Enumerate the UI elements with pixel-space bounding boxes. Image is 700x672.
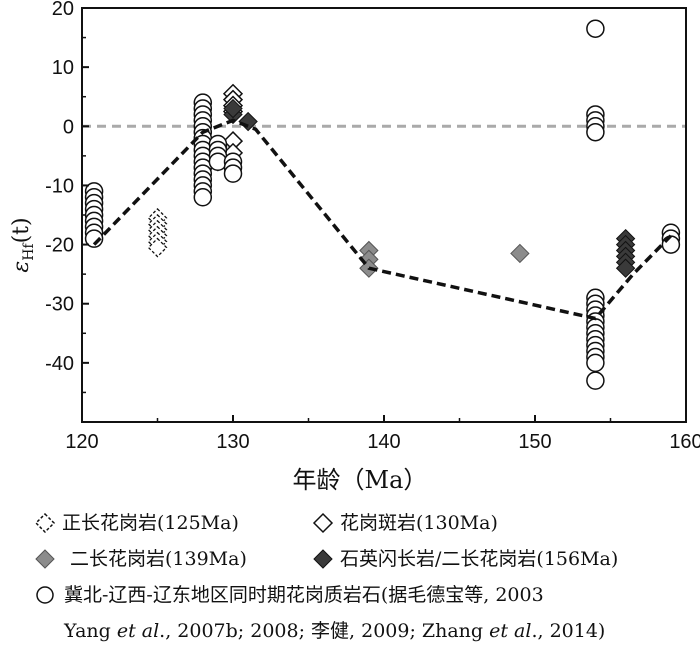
- note-part-a: Yang: [64, 620, 117, 642]
- legend-label-monzogranite: 二长花岗岩(139Ma): [70, 548, 247, 570]
- y-axis-label-sub: Hf: [21, 242, 37, 261]
- y-axis-label-suffix: (t): [9, 217, 34, 243]
- data-point: [223, 98, 243, 119]
- note-etal-1: et al: [116, 620, 160, 642]
- data-point: [615, 258, 636, 278]
- y-tick-label: 0: [63, 116, 74, 138]
- legend-label-quartz-diorite: 石英闪长岩/二长花岗岩(156Ma): [340, 548, 619, 570]
- open-circle-icon: [36, 586, 54, 604]
- legend-item-monzogranite: 二长花岗岩(139Ma): [34, 541, 247, 577]
- data-point: [661, 235, 681, 254]
- data-point: [586, 19, 605, 38]
- legend-row-2: 二长花岗岩(139Ma) 石英闪长岩/二长花岗岩(156Ma): [30, 541, 700, 577]
- data-point: [193, 188, 213, 207]
- data-point: [223, 164, 243, 183]
- svg-text:εHf(t): εHf(t): [9, 217, 37, 272]
- dark-diamond-icon: [313, 549, 333, 569]
- gray-diamond-icon: [35, 549, 55, 569]
- data-point: [510, 243, 530, 264]
- y-axis-label: εHf(t): [9, 217, 37, 272]
- note-part-c: ., 2014): [531, 620, 606, 642]
- legend-row-4: Yang et al., 2007b; 2008; 李健, 2009; Zhan…: [30, 613, 700, 649]
- y-tick-label: -20: [45, 235, 74, 257]
- plot-layer: [82, 19, 686, 390]
- legend-item-syenogranite: 正长花岗岩(125Ma): [34, 505, 239, 541]
- trend-line: [92, 118, 673, 321]
- legend-item-granite-porphyry: 花岗斑岩(130Ma): [312, 505, 498, 541]
- data-point: [238, 111, 258, 132]
- x-tick-label: 160: [669, 431, 700, 453]
- legend-note-line2: Yang et al., 2007b; 2008; 李健, 2009; Zhan…: [64, 613, 605, 649]
- legend-row-1: 正长花岗岩(125Ma) 花岗斑岩(130Ma): [30, 505, 700, 541]
- y-axis-label-main: ε: [9, 261, 34, 273]
- note-part-b: ., 2007b; 2008; 李健, 2009; Zhang: [159, 620, 490, 642]
- y-tick-label: -40: [45, 353, 74, 375]
- data-point: [84, 229, 104, 248]
- data-point: [586, 353, 605, 373]
- data-point: [147, 237, 168, 258]
- legend-row-3: 冀北-辽西-辽东地区同时期花岗质岩石(据毛德宝等, 2003: [30, 577, 700, 613]
- axis-layer: 120 130 140 150 160 20 10 0 -10 -20 -30 -40: [45, 0, 700, 453]
- note-etal-2: et al: [489, 620, 532, 642]
- x-tick-label: 150: [518, 431, 551, 453]
- legend: 正长花岗岩(125Ma) 花岗斑岩(130Ma) 二长花岗岩(139Ma) 石英…: [30, 505, 700, 649]
- y-tick-label: 10: [52, 57, 74, 79]
- legend-label-granite-porphyry: 花岗斑岩(130Ma): [340, 512, 498, 534]
- series-4: [84, 19, 681, 390]
- legend-item-quartz-diorite: 石英闪长岩/二长花岗岩(156Ma): [312, 541, 618, 577]
- legend-note-line1: 冀北-辽西-辽东地区同时期花岗质岩石(据毛德宝等, 2003: [64, 584, 544, 606]
- open-diamond-icon: [312, 512, 334, 534]
- series-0: [147, 208, 168, 258]
- y-tick-label: -30: [45, 294, 74, 316]
- x-tick-label: 130: [216, 431, 249, 453]
- dashed-diamond-icon: [34, 512, 56, 534]
- y-tick-label: 20: [52, 0, 74, 20]
- x-tick-label: 140: [367, 431, 400, 453]
- data-point: [586, 122, 605, 142]
- x-axis-label: 年龄（Ma）: [293, 466, 428, 494]
- legend-item-regional-granites: 冀北-辽西-辽东地区同时期花岗质岩石(据毛德宝等, 2003: [34, 577, 544, 613]
- y-tick-label: -10: [45, 175, 74, 197]
- data-point: [586, 371, 605, 390]
- legend-label-syenogranite: 正长花岗岩(125Ma): [62, 512, 239, 534]
- x-tick-label: 120: [65, 431, 98, 453]
